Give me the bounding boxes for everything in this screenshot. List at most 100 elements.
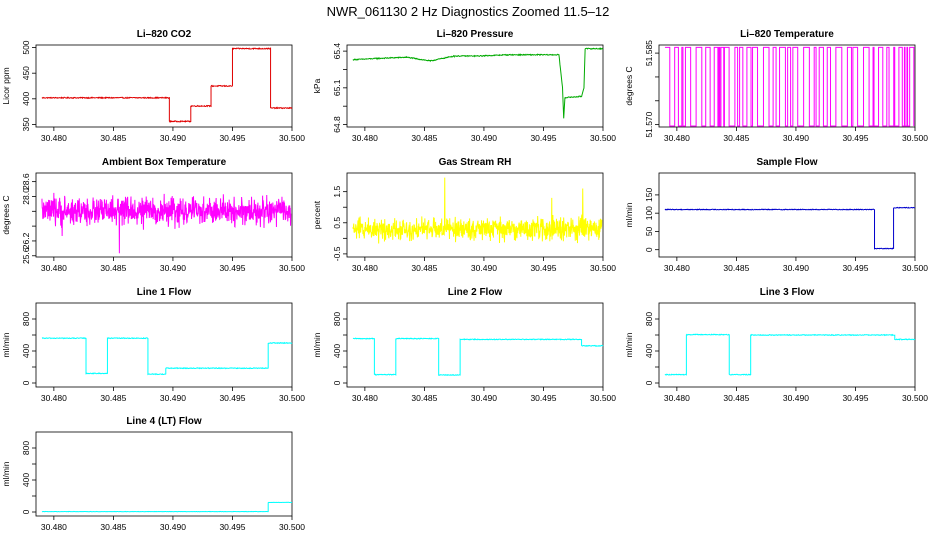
x-tick-label: 30.480 <box>664 393 690 403</box>
y-tick-label: 450 <box>21 66 31 80</box>
y-axis-label: Licor ppm <box>1 67 11 104</box>
x-tick-label: 30.500 <box>590 133 616 143</box>
x-tick-label: 30.490 <box>471 393 497 403</box>
plot-frame <box>35 172 293 258</box>
y-tick-label: 400 <box>332 344 342 358</box>
plot-frame <box>346 44 604 128</box>
plot-frame <box>346 172 604 258</box>
x-tick-label: 30.480 <box>352 263 378 273</box>
y-tick-label: 500 <box>21 40 31 54</box>
x-tick-label: 30.495 <box>842 263 868 273</box>
x-tick-label: 30.485 <box>411 133 437 143</box>
series-line <box>352 177 603 244</box>
y-tick-label: 26.2 <box>21 232 31 249</box>
x-tick-label: 30.500 <box>279 133 305 143</box>
chart-li-820-pressure: Li–820 Pressure kPa 30.480 30.485 30.490 30.4… <box>312 29 616 143</box>
y-tick-label: 65.1 <box>332 79 342 96</box>
x-tick-label: 30.490 <box>160 522 186 532</box>
x-tick-label: 30.495 <box>219 133 245 143</box>
x-tick-label: 30.480 <box>41 522 67 532</box>
x-tick-label: 30.485 <box>100 133 126 143</box>
x-tick-label: 30.490 <box>471 133 497 143</box>
x-tick-label: 30.490 <box>783 263 809 273</box>
x-tick-label: 30.500 <box>590 393 616 403</box>
x-tick-label: 30.485 <box>411 263 437 273</box>
y-tick-label: 28.0 <box>21 188 31 205</box>
x-tick-label: 30.485 <box>411 393 437 403</box>
y-tick-label: 800 <box>21 312 31 326</box>
chart-title: Ambient Box Temperature <box>102 157 227 168</box>
x-tick-label: 30.490 <box>783 133 809 143</box>
chart-sample-flow: Sample Flow ml/min 30.480 30.485 30.490 30.49… <box>624 157 928 273</box>
chart-line-4-lt-flow: Line 4 (LT) Flow ml/min 30.480 30.485 30.490… <box>1 416 305 532</box>
chart-title: Line 3 Flow <box>760 287 815 298</box>
series-line <box>352 47 603 119</box>
y-tick-label: 800 <box>644 312 654 326</box>
x-tick-label: 30.485 <box>723 133 749 143</box>
x-tick-label: 30.495 <box>530 393 556 403</box>
y-tick-label: -0.5 <box>332 246 342 261</box>
x-tick-label: 30.490 <box>160 393 186 403</box>
y-axis-label: kPa <box>312 78 322 93</box>
series-line <box>41 337 293 376</box>
chart-ambient-box-temperature: Ambient Box Temperature degrees C 30.480 30… <box>1 157 305 273</box>
plot-frame <box>35 44 293 128</box>
x-tick-label: 30.500 <box>279 393 305 403</box>
x-tick-label: 30.485 <box>100 522 126 532</box>
x-tick-label: 30.490 <box>471 263 497 273</box>
x-tick-label: 30.480 <box>41 393 67 403</box>
x-tick-label: 30.480 <box>664 133 690 143</box>
y-tick-label: 350 <box>21 117 31 131</box>
x-tick-label: 30.480 <box>41 133 67 143</box>
x-tick-label: 30.485 <box>723 263 749 273</box>
x-tick-label: 30.490 <box>783 393 809 403</box>
y-tick-label: 400 <box>21 91 31 105</box>
series-line <box>41 192 292 254</box>
y-tick-label: 0 <box>21 509 31 514</box>
x-tick-label: 30.490 <box>160 263 186 273</box>
chart-title: Gas Stream RH <box>439 157 512 168</box>
x-tick-label: 30.485 <box>100 393 126 403</box>
x-tick-label: 30.495 <box>219 393 245 403</box>
plot-frame <box>35 431 293 517</box>
series-line <box>664 206 916 250</box>
plot-frame <box>658 302 916 388</box>
x-tick-label: 30.480 <box>41 263 67 273</box>
plot-frame <box>35 302 293 388</box>
figure-title: NWR_061130 2 Hz Diagnostics Zoomed 11.5–… <box>327 4 610 19</box>
y-tick-label: 800 <box>21 441 31 455</box>
plot-frame <box>658 44 916 128</box>
series-line <box>41 501 293 513</box>
y-tick-label: 65.4 <box>332 43 342 60</box>
chart-title: Li–820 Pressure <box>437 29 514 40</box>
x-tick-label: 30.485 <box>100 263 126 273</box>
x-tick-label: 30.485 <box>723 393 749 403</box>
x-tick-label: 30.500 <box>279 263 305 273</box>
x-tick-label: 30.500 <box>590 263 616 273</box>
x-tick-label: 30.495 <box>530 263 556 273</box>
y-tick-label: 0 <box>644 247 654 252</box>
chart-li-820-temperature: Li–820 Temperature degrees C 30.480 30.485 3… <box>624 29 928 143</box>
x-tick-label: 30.500 <box>902 263 928 273</box>
y-tick-label: 0 <box>332 380 342 385</box>
chart-gas-stream-rh: Gas Stream RH percent 30.480 30.485 30.490 30… <box>312 157 616 273</box>
x-tick-label: 30.495 <box>219 263 245 273</box>
plot-frame <box>346 302 604 388</box>
y-tick-label: 150 <box>644 188 654 202</box>
x-tick-label: 30.500 <box>902 133 928 143</box>
y-tick-label: 28.6 <box>21 173 31 190</box>
chart-title: Li–820 CO2 <box>137 29 192 40</box>
chart-title: Line 4 (LT) Flow <box>126 416 202 427</box>
y-tick-label: 400 <box>21 473 31 487</box>
y-axis-label: degrees C <box>624 66 634 105</box>
x-tick-label: 30.490 <box>160 133 186 143</box>
x-tick-label: 30.480 <box>352 393 378 403</box>
y-tick-label: 800 <box>332 312 342 326</box>
x-tick-label: 30.495 <box>219 522 245 532</box>
y-tick-label: 400 <box>644 344 654 358</box>
plot-frame <box>658 172 916 258</box>
chart-li-820-co2: Li–820 CO2 Licor ppm 30.480 30.485 30.490 30.… <box>1 29 305 143</box>
chart-panels: Li–820 CO2 Licor ppm 30.480 30.485 30.490 30.… <box>1 29 928 532</box>
series-line <box>664 333 916 376</box>
